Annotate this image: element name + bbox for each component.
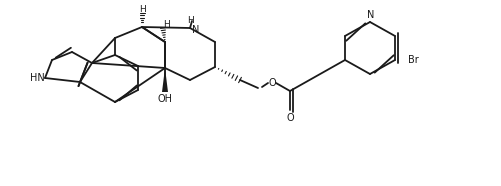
- Text: O: O: [286, 113, 294, 123]
- Text: OH: OH: [157, 94, 172, 104]
- Text: H: H: [164, 20, 170, 28]
- Polygon shape: [162, 68, 168, 92]
- Text: N: N: [367, 10, 375, 20]
- Text: O: O: [268, 78, 276, 88]
- Text: H: H: [139, 4, 145, 14]
- Text: HN: HN: [30, 73, 45, 83]
- Text: H: H: [187, 15, 193, 25]
- Text: Br: Br: [408, 55, 418, 65]
- Text: N: N: [192, 25, 199, 35]
